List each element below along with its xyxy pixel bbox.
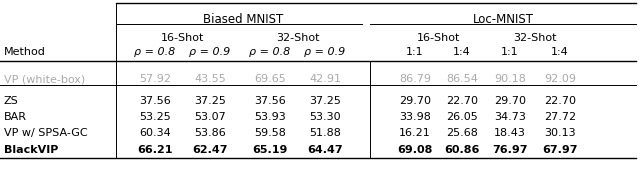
- Text: VP w/ SPSA-GC: VP w/ SPSA-GC: [4, 128, 88, 138]
- Text: 16.21: 16.21: [399, 128, 431, 138]
- Text: 66.21: 66.21: [137, 145, 173, 155]
- Text: 1:1: 1:1: [406, 47, 424, 57]
- Text: 25.68: 25.68: [446, 128, 478, 138]
- Text: ρ = 0.9: ρ = 0.9: [305, 47, 346, 57]
- Text: 26.05: 26.05: [446, 112, 478, 122]
- Text: 1:4: 1:4: [453, 47, 471, 57]
- Text: 22.70: 22.70: [446, 96, 478, 106]
- Text: 90.18: 90.18: [494, 74, 526, 84]
- Text: 92.09: 92.09: [544, 74, 576, 84]
- Text: 60.34: 60.34: [139, 128, 171, 138]
- Text: ZS: ZS: [4, 96, 19, 106]
- Text: 53.93: 53.93: [254, 112, 286, 122]
- Text: 86.54: 86.54: [446, 74, 478, 84]
- Text: 65.19: 65.19: [252, 145, 288, 155]
- Text: 60.86: 60.86: [444, 145, 480, 155]
- Text: 18.43: 18.43: [494, 128, 526, 138]
- Text: 16-Shot: 16-Shot: [161, 33, 204, 43]
- Text: 37.25: 37.25: [309, 96, 341, 106]
- Text: 37.56: 37.56: [254, 96, 286, 106]
- Text: ρ = 0.9: ρ = 0.9: [189, 47, 230, 57]
- Text: 76.97: 76.97: [492, 145, 528, 155]
- Text: 1:1: 1:1: [501, 47, 519, 57]
- Text: 67.97: 67.97: [542, 145, 578, 155]
- Text: 53.25: 53.25: [139, 112, 171, 122]
- Text: Loc-MNIST: Loc-MNIST: [472, 13, 534, 26]
- Text: 59.58: 59.58: [254, 128, 286, 138]
- Text: Biased MNIST: Biased MNIST: [204, 13, 284, 26]
- Text: ρ = 0.8: ρ = 0.8: [134, 47, 175, 57]
- Text: 29.70: 29.70: [494, 96, 526, 106]
- Text: 42.91: 42.91: [309, 74, 341, 84]
- Text: 69.08: 69.08: [397, 145, 433, 155]
- Text: 37.56: 37.56: [139, 96, 171, 106]
- Text: 30.13: 30.13: [544, 128, 576, 138]
- Text: 86.79: 86.79: [399, 74, 431, 84]
- Text: 53.86: 53.86: [194, 128, 226, 138]
- Text: 32-Shot: 32-Shot: [513, 33, 557, 43]
- Text: 64.47: 64.47: [307, 145, 343, 155]
- Text: 1:4: 1:4: [551, 47, 569, 57]
- Text: 34.73: 34.73: [494, 112, 526, 122]
- Text: BlackVIP: BlackVIP: [4, 145, 58, 155]
- Text: 32-Shot: 32-Shot: [276, 33, 319, 43]
- Text: Method: Method: [4, 47, 46, 57]
- Text: BAR: BAR: [4, 112, 27, 122]
- Text: 16-Shot: 16-Shot: [417, 33, 460, 43]
- Text: 69.65: 69.65: [254, 74, 286, 84]
- Text: 27.72: 27.72: [544, 112, 576, 122]
- Text: 51.88: 51.88: [309, 128, 341, 138]
- Text: 62.47: 62.47: [192, 145, 228, 155]
- Text: 43.55: 43.55: [194, 74, 226, 84]
- Text: 29.70: 29.70: [399, 96, 431, 106]
- Text: 53.30: 53.30: [309, 112, 341, 122]
- Text: ρ = 0.8: ρ = 0.8: [250, 47, 291, 57]
- Text: 33.98: 33.98: [399, 112, 431, 122]
- Text: 57.92: 57.92: [139, 74, 171, 84]
- Text: VP (white-box): VP (white-box): [4, 74, 85, 84]
- Text: 22.70: 22.70: [544, 96, 576, 106]
- Text: 37.25: 37.25: [194, 96, 226, 106]
- Text: 53.07: 53.07: [194, 112, 226, 122]
